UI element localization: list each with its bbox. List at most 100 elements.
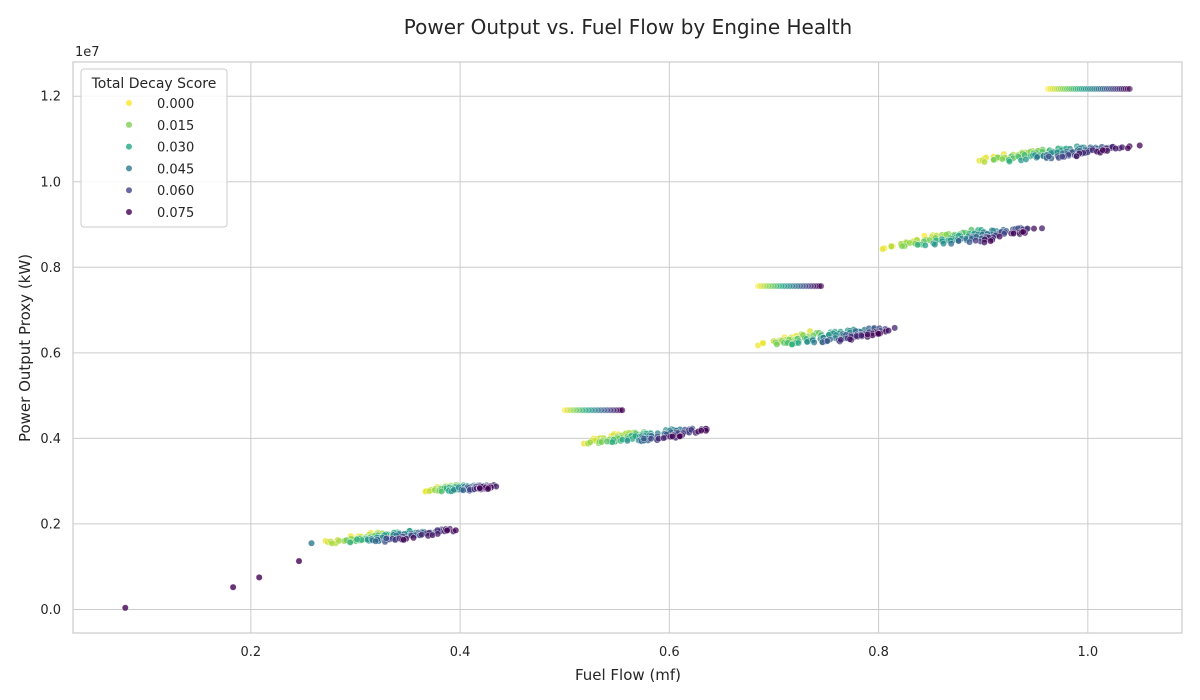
- data-point: [229, 583, 237, 591]
- data-point: [875, 330, 883, 338]
- data-point: [372, 537, 379, 545]
- data-point: [676, 432, 684, 440]
- data-point: [443, 527, 451, 534]
- data-point: [795, 339, 802, 347]
- data-point: [1118, 143, 1126, 151]
- legend-label: 0.000: [157, 97, 194, 112]
- x-tick-label: 0.2: [241, 645, 262, 660]
- data-point: [429, 531, 436, 539]
- grid-lines: [73, 62, 1182, 633]
- data-point: [476, 484, 484, 492]
- data-point: [810, 338, 818, 346]
- data-point: [1058, 153, 1066, 161]
- data-point: [921, 241, 929, 249]
- data-point: [1038, 224, 1046, 232]
- data-point: [295, 557, 303, 565]
- data-point: [1136, 142, 1144, 149]
- data-point: [400, 536, 408, 544]
- data-point: [1019, 228, 1027, 236]
- chart-title: Power Output vs. Fuel Flow by Engine Hea…: [404, 15, 852, 39]
- data-points: [121, 85, 1144, 612]
- data-point: [885, 327, 892, 334]
- legend-marker: [126, 143, 132, 150]
- data-point: [990, 156, 998, 164]
- legend-label: 0.075: [157, 206, 194, 221]
- x-tick-labels: 0.2 0.4 0.6 0.8 1.0: [241, 645, 1099, 660]
- data-point: [898, 242, 906, 250]
- data-point: [1124, 144, 1132, 152]
- legend-label: 0.015: [157, 119, 194, 134]
- legend-marker: [126, 209, 132, 215]
- data-point: [966, 238, 973, 246]
- data-point: [824, 337, 831, 345]
- data-point: [586, 438, 594, 446]
- data-point: [996, 233, 1003, 240]
- data-point: [879, 245, 886, 253]
- data-point: [618, 406, 626, 414]
- data-point: [647, 435, 655, 443]
- data-point: [955, 237, 962, 245]
- y-tick-label: 0.8: [40, 261, 61, 276]
- data-point: [998, 155, 1006, 163]
- legend-marker: [126, 187, 132, 194]
- data-point: [382, 534, 390, 542]
- legend-title: Total Decay Score: [91, 76, 217, 92]
- y-tick-label: 1.2: [40, 90, 61, 105]
- data-point: [1010, 230, 1017, 237]
- data-point: [1045, 152, 1053, 160]
- y-offset-label: 1e7: [75, 45, 100, 60]
- legend-label: 0.060: [157, 184, 194, 199]
- data-point: [864, 331, 871, 338]
- x-tick-label: 1.0: [1077, 645, 1098, 660]
- data-point: [624, 437, 631, 445]
- y-tick-labels: 0.0 0.2 0.4 0.6 0.8 1.0 1.2: [40, 90, 61, 618]
- data-point: [1006, 158, 1013, 165]
- data-point: [846, 335, 854, 343]
- data-point: [972, 237, 980, 245]
- x-axis-label: Fuel Flow (mf): [575, 666, 681, 684]
- data-point: [1073, 152, 1081, 160]
- data-point: [773, 340, 781, 348]
- data-point: [1126, 85, 1134, 93]
- data-point: [947, 240, 955, 248]
- data-point: [353, 535, 361, 543]
- data-point: [598, 438, 605, 446]
- data-point: [981, 158, 988, 166]
- data-point: [640, 435, 648, 442]
- legend-label: 0.045: [157, 162, 194, 177]
- data-point: [759, 339, 767, 347]
- y-tick-label: 0.6: [40, 346, 61, 361]
- legend-marker: [126, 100, 132, 106]
- data-point: [484, 485, 492, 493]
- data-point: [788, 340, 796, 348]
- data-point: [1022, 155, 1030, 163]
- data-point: [837, 336, 845, 344]
- legend-box: [80, 68, 228, 228]
- data-point: [931, 241, 939, 248]
- data-point: [308, 539, 315, 547]
- y-tick-label: 0.2: [40, 517, 61, 532]
- data-point: [817, 282, 825, 290]
- x-tick-label: 0.4: [450, 645, 471, 660]
- data-point: [914, 241, 921, 249]
- data-point: [697, 427, 705, 434]
- y-axis-label: Power Output Proxy (kW): [16, 254, 34, 442]
- plot-frame: [72, 61, 1183, 634]
- data-point: [452, 526, 460, 534]
- data-point: [660, 434, 667, 442]
- data-point: [891, 324, 899, 332]
- y-tick-label: 1.0: [40, 175, 61, 190]
- data-point: [346, 539, 354, 546]
- data-point: [328, 539, 336, 547]
- data-point: [857, 332, 865, 339]
- data-point: [1030, 225, 1038, 233]
- x-tick-label: 0.8: [868, 645, 889, 660]
- legend: Total Decay Score 0.000 0.015 0.030 0.045 0.…: [80, 68, 228, 228]
- legend-label: 0.030: [157, 141, 194, 156]
- legend-marker: [126, 121, 132, 128]
- data-point: [987, 237, 994, 245]
- data-point: [410, 534, 417, 542]
- y-tick-label: 0.4: [40, 432, 61, 447]
- data-point: [981, 238, 988, 246]
